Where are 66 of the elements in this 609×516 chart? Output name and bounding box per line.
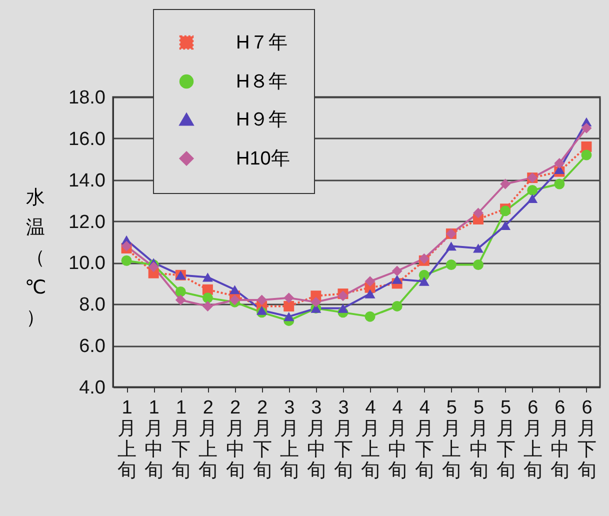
x-tick-label: 3月中旬 (306, 398, 326, 482)
x-tick-label: 6月中旬 (550, 398, 570, 482)
point (202, 272, 213, 282)
point (392, 300, 402, 312)
point (284, 312, 294, 322)
point (364, 276, 376, 287)
y-tick-label: 18.0 (68, 88, 106, 108)
point (554, 178, 565, 190)
y-tick-label: 8.0 (79, 294, 106, 316)
x-tick-label: 3月上旬 (280, 398, 299, 482)
x-tick-label: 3月下旬 (334, 398, 353, 482)
point (310, 296, 322, 308)
point (338, 304, 348, 313)
point (392, 266, 402, 276)
x-tick-label: 6月下旬 (577, 398, 596, 482)
y-tick-label: 16.0 (68, 128, 106, 150)
point (284, 292, 294, 304)
point (554, 158, 565, 169)
point (230, 285, 240, 294)
y-tick-label: 12.0 (68, 212, 106, 233)
point (473, 260, 484, 270)
point (256, 294, 268, 306)
point (473, 208, 484, 218)
point (364, 289, 376, 298)
point (121, 255, 132, 266)
y-tick-label: 4.0 (79, 378, 106, 398)
x-tick-label: 5月上旬 (442, 398, 462, 482)
y-tick-label: 6.0 (79, 336, 106, 358)
legend-label: H９年 (236, 110, 288, 130)
point (500, 178, 511, 190)
x-tick-label: 4月中旬 (388, 398, 408, 482)
legend-label: H７年 (236, 32, 288, 54)
x-tick-label: 2月上旬 (198, 398, 218, 482)
y-tick-label: 14.0 (68, 170, 106, 192)
point (392, 274, 402, 284)
y-tick-label: 10.0 (68, 253, 106, 274)
x-tick-label: 5月中旬 (469, 398, 488, 482)
x-tick-label: 2月中旬 (226, 398, 245, 482)
point (202, 300, 213, 312)
point (256, 306, 268, 315)
point (175, 294, 186, 306)
point (418, 276, 430, 286)
x-tick-label: 1月下旬 (172, 398, 191, 482)
point (284, 300, 294, 312)
x-tick-label: 1月上旬 (118, 398, 137, 482)
point (418, 270, 430, 280)
x-tick-label: 6月上旬 (523, 398, 542, 482)
point (446, 260, 456, 270)
y-axis-title: 水温（℃） (24, 188, 46, 328)
point (581, 122, 592, 134)
point (364, 311, 376, 322)
point (175, 286, 186, 297)
x-tick-label: 5月下旬 (496, 398, 516, 482)
x-tick-label: 2月下旬 (252, 398, 272, 482)
point (527, 184, 538, 196)
point (473, 244, 484, 253)
point (581, 150, 592, 160)
point (446, 242, 456, 251)
x-tick-label: 4月下旬 (415, 398, 434, 482)
point (527, 194, 538, 204)
x-tick-label: 1月中旬 (144, 398, 164, 482)
legend-label: H10年 (236, 148, 290, 170)
legend-label: H８年 (236, 72, 288, 92)
point (202, 292, 213, 304)
x-tick-label: 4月上旬 (361, 398, 380, 482)
point (500, 220, 511, 230)
